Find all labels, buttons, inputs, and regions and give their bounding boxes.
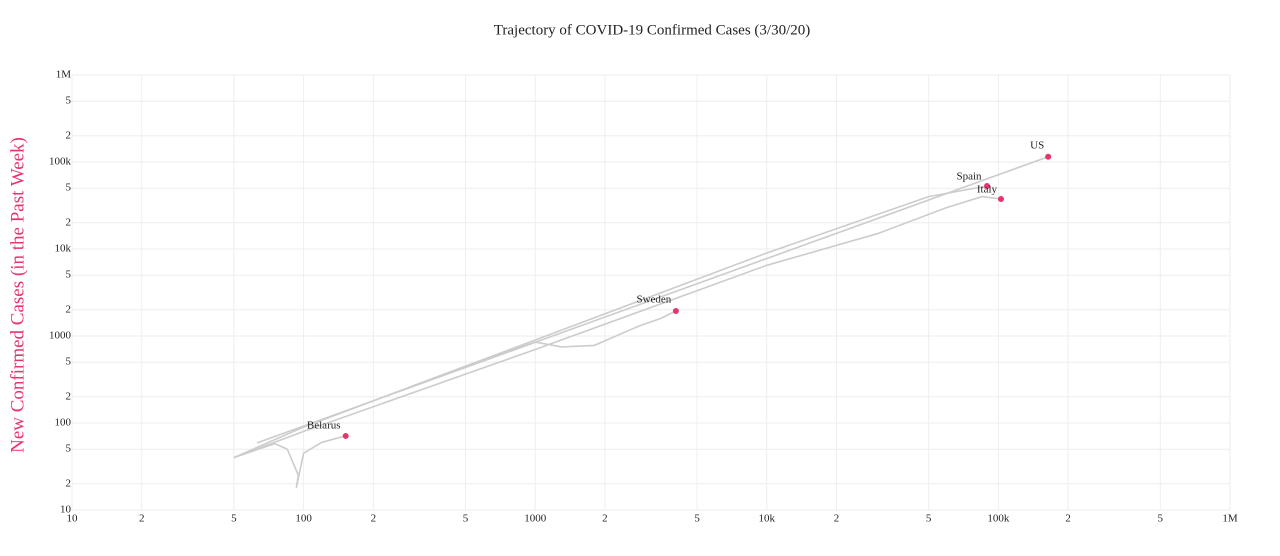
trajectory-line: [233, 195, 1002, 459]
chart-title: Trajectory of COVID-19 Confirmed Cases (…: [494, 22, 810, 38]
y-tick-label: 5: [66, 182, 72, 194]
series-label: Sweden: [636, 293, 671, 305]
y-axis-label: New Confirmed Cases (in the Past Week): [7, 137, 28, 453]
y-tick-label: 2: [66, 129, 72, 141]
y-tick-label: 2: [66, 216, 72, 228]
series-label: Italy: [977, 183, 998, 195]
x-tick-label: 10: [67, 513, 79, 525]
end-marker: [997, 195, 1004, 202]
y-tick-label: 1000: [49, 330, 72, 342]
x-tick-label: 1000: [524, 513, 547, 525]
x-tick-label: 5: [231, 513, 237, 525]
x-tick-label: 5: [463, 513, 469, 525]
y-tick-label: 10: [60, 504, 72, 516]
x-tick-label: 5: [1158, 513, 1164, 525]
x-tick-label: 5: [926, 513, 932, 525]
x-tick-label: 2: [1065, 513, 1071, 525]
y-tick-label: 1M: [56, 69, 72, 81]
series-label: Belarus: [307, 419, 341, 431]
y-tick-label: 5: [66, 356, 72, 368]
trajectory-line: [233, 435, 346, 488]
x-tick-label: 100k: [987, 513, 1010, 525]
x-tick-label: 2: [371, 513, 377, 525]
end-marker: [672, 307, 679, 314]
x-tick-label: 2: [834, 513, 840, 525]
y-tick-label: 2: [66, 390, 72, 402]
y-tick-label: 2: [66, 477, 72, 489]
series-label: Spain: [956, 171, 982, 183]
x-tick-label: 2: [139, 513, 145, 525]
y-tick-label: 5: [66, 95, 72, 107]
x-tick-label: 10k: [759, 513, 776, 525]
y-tick-label: 5: [66, 443, 72, 455]
y-tick-label: 5: [66, 269, 72, 281]
x-tick-label: 1M: [1222, 513, 1238, 525]
x-tick-label: 2: [602, 513, 608, 525]
end-marker: [342, 432, 349, 439]
trajectory-line: [303, 185, 988, 428]
x-tick-label: 100: [295, 513, 312, 525]
trajectory-line: [233, 310, 677, 459]
y-tick-label: 2: [66, 303, 72, 315]
y-tick-label: 100: [55, 417, 72, 429]
y-tick-label: 10k: [55, 243, 72, 255]
end-marker: [1045, 153, 1052, 160]
x-tick-label: 5: [694, 513, 700, 525]
series-label: US: [1030, 139, 1044, 151]
end-marker: [984, 182, 991, 189]
y-tick-label: 100k: [49, 156, 72, 168]
